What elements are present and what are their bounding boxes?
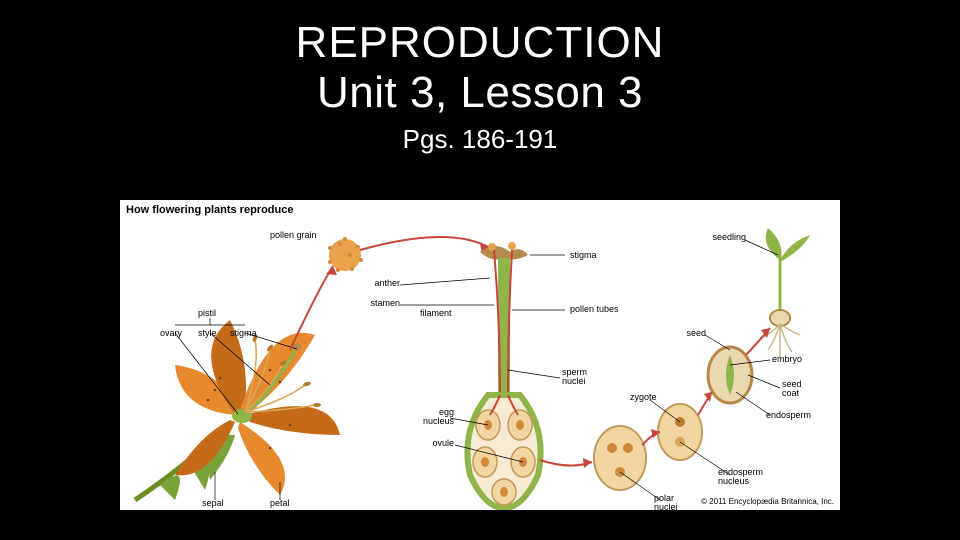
label-petal: petal <box>270 498 290 508</box>
plant-reproduction-diagram: How flowering plants reproduce © 2011 En… <box>120 200 840 510</box>
label-seed-coat: seedcoat <box>782 380 802 398</box>
title-line-1: REPRODUCTION <box>0 18 960 68</box>
title-block: REPRODUCTION Unit 3, Lesson 3 Pgs. 186-1… <box>0 0 960 155</box>
label-endosperm-nucleus: endospermnucleus <box>718 468 763 486</box>
label-ovary: ovary <box>160 328 180 338</box>
label-anther: anther <box>360 278 400 288</box>
label-stamen: stamen <box>352 298 400 308</box>
label-endosperm: endosperm <box>766 410 811 420</box>
label-sperm-nuclei: spermnuclei <box>562 368 587 386</box>
label-filament: filament <box>420 308 452 318</box>
label-seed: seed <box>676 328 706 338</box>
label-stigma-left: stigma <box>230 328 257 338</box>
label-polar-nuclei: polarnuclei <box>654 494 678 512</box>
label-pollen-tubes: pollen tubes <box>570 304 619 314</box>
label-embryo: embryo <box>772 354 802 364</box>
label-stigma-right: stigma <box>570 250 597 260</box>
label-ovule-right: ovule <box>420 438 454 448</box>
label-pistil: pistil <box>198 308 216 318</box>
label-zygote: zygote <box>630 392 657 402</box>
label-seedling: seedling <box>700 232 746 242</box>
label-egg-nucleus: eggnucleus <box>416 408 454 426</box>
label-pollen-grain: pollen grain <box>270 230 317 240</box>
diagram-credit: © 2011 Encyclopædia Britannica, Inc. <box>701 497 834 506</box>
label-style: style <box>198 328 217 338</box>
label-sepal: sepal <box>202 498 224 508</box>
subtitle: Pgs. 186-191 <box>0 124 960 155</box>
diagram-heading: How flowering plants reproduce <box>126 204 293 216</box>
title-line-2: Unit 3, Lesson 3 <box>0 68 960 118</box>
diagram-svg <box>120 200 840 510</box>
